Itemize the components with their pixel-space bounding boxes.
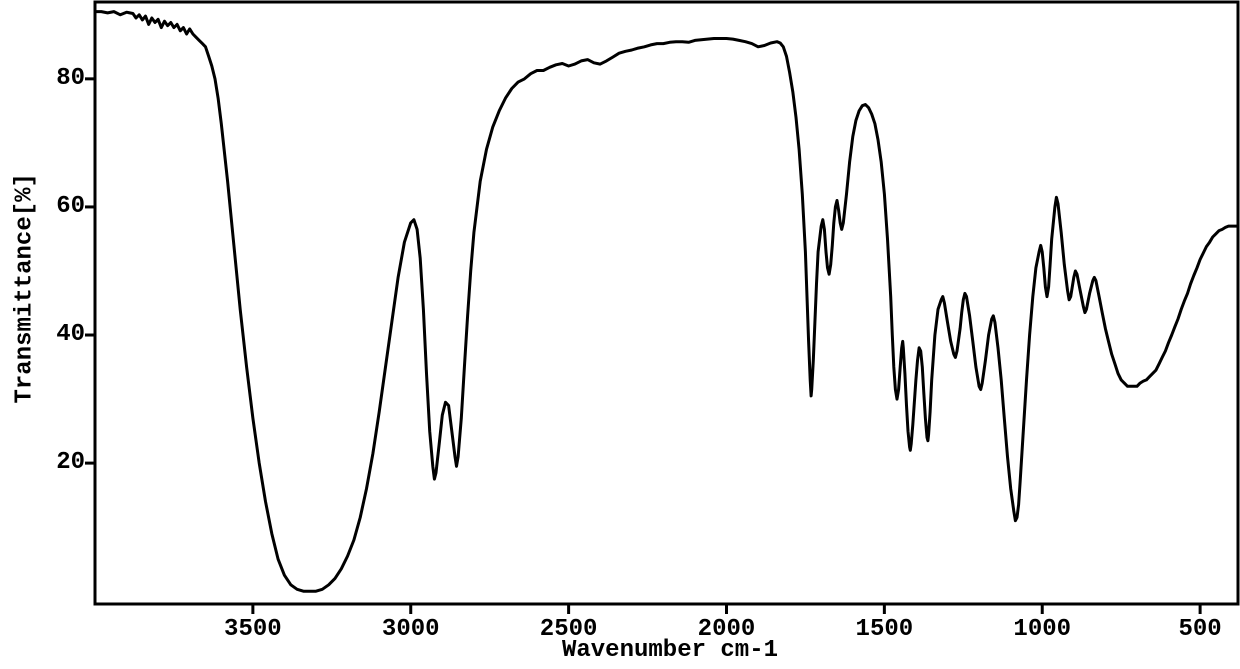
x-tick-label: 3500 <box>218 616 288 643</box>
x-tick-label: 3000 <box>376 616 446 643</box>
y-tick-label: 80 <box>45 65 85 92</box>
y-tick-label: 60 <box>45 193 85 220</box>
ir-spectrum-chart: Transmittance[%] Wavenumber cm-1 3500300… <box>0 0 1240 669</box>
chart-svg <box>0 0 1240 669</box>
x-tick-label: 1500 <box>849 616 919 643</box>
y-tick-label: 40 <box>45 321 85 348</box>
x-tick-label: 1000 <box>1007 616 1077 643</box>
y-tick-label: 20 <box>45 449 85 476</box>
x-tick-label: 2000 <box>691 616 761 643</box>
x-tick-label: 2500 <box>534 616 604 643</box>
x-tick-label: 500 <box>1165 616 1235 643</box>
